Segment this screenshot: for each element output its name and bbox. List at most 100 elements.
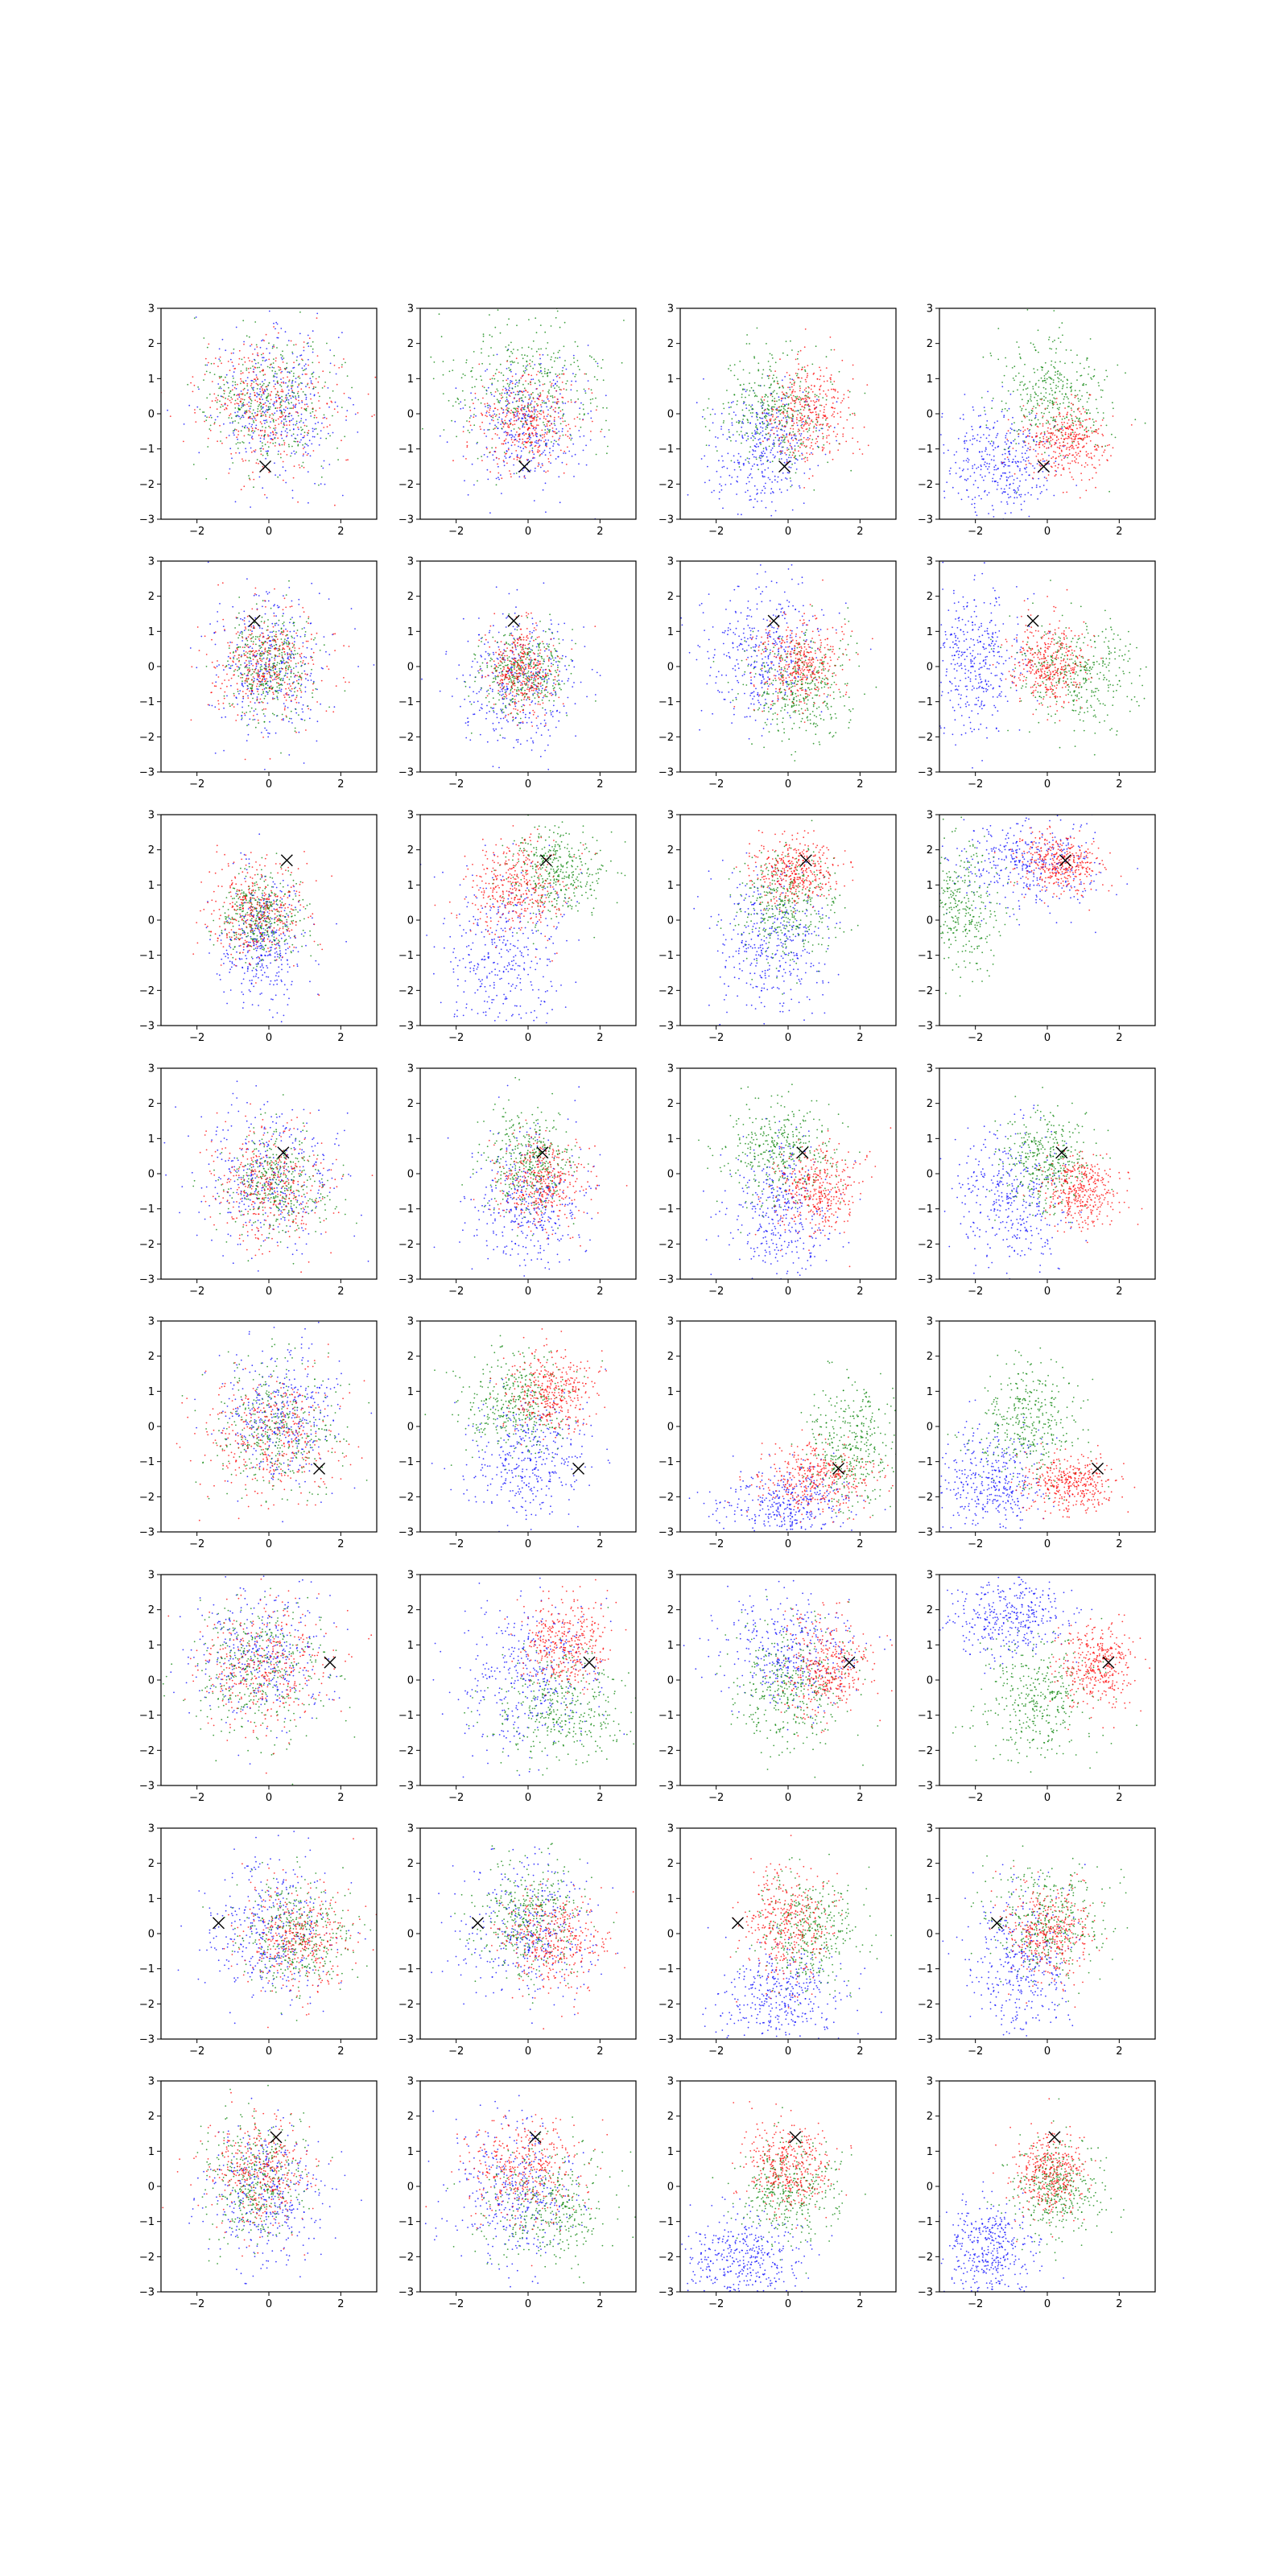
scatter-point: [1070, 349, 1072, 351]
scatter-point: [1053, 462, 1055, 464]
scatter-point: [608, 429, 610, 431]
scatter-point: [989, 463, 990, 465]
y-tick-label: −1: [658, 444, 674, 456]
scatter-point: [286, 344, 288, 346]
scatter-point: [559, 393, 561, 395]
scatter-point: [985, 424, 988, 426]
scatter-point: [785, 477, 786, 479]
scatter-point: [245, 451, 247, 453]
scatter-point: [506, 361, 508, 362]
scatter-point: [291, 385, 294, 387]
scatter-point: [295, 451, 297, 453]
scatter-point: [293, 373, 295, 374]
scatter-point: [1094, 448, 1096, 451]
scatter-point: [1064, 407, 1066, 409]
scatter-point: [488, 355, 489, 357]
scatter-point: [1075, 458, 1077, 460]
scatter-point: [773, 374, 774, 377]
scatter-point: [786, 419, 788, 421]
scatter-point: [319, 407, 321, 409]
scatter-point: [529, 363, 530, 365]
scatter-point: [786, 460, 788, 463]
scatter-point: [252, 431, 254, 434]
scatter-point: [262, 415, 264, 416]
scatter-point: [266, 359, 267, 361]
scatter-point: [292, 418, 294, 420]
scatter-point: [1079, 422, 1081, 424]
scatter-point: [514, 434, 517, 436]
scatter-point: [1043, 434, 1046, 436]
scatter-point: [793, 382, 795, 385]
scatter-point: [543, 411, 544, 412]
scatter-point: [726, 438, 729, 440]
scatter-point: [252, 365, 254, 367]
scatter-point: [496, 353, 498, 356]
scatter-point: [231, 389, 233, 391]
scatter-point: [764, 415, 766, 418]
scatter-point: [1050, 387, 1052, 390]
scatter-point: [761, 399, 763, 402]
scatter-point: [491, 336, 493, 337]
scatter-point: [552, 409, 555, 411]
scatter-point: [536, 414, 538, 416]
scatter-point: [316, 317, 318, 319]
scatter-point: [786, 423, 788, 424]
scatter-point: [991, 444, 993, 447]
scatter-point: [262, 374, 265, 376]
scatter-point: [506, 407, 508, 409]
scatter-point: [248, 423, 250, 425]
scatter-point: [1072, 423, 1075, 424]
scatter-point: [742, 422, 745, 424]
scatter-point: [287, 656, 289, 658]
scatter-point: [225, 436, 228, 439]
scatter-point: [623, 320, 625, 321]
scatter-point: [482, 341, 485, 343]
scatter-point: [491, 382, 493, 385]
scatter-point: [824, 453, 827, 456]
scatter-point: [778, 411, 780, 413]
scatter-point: [1071, 440, 1073, 443]
scatter-point: [247, 434, 250, 436]
scatter-point: [979, 426, 981, 428]
scatter-point: [448, 399, 450, 402]
scatter-point: [254, 367, 257, 369]
scatter-point: [720, 485, 723, 487]
scatter-point: [489, 409, 491, 411]
scatter-point: [303, 453, 304, 455]
scatter-point: [1071, 386, 1072, 387]
scatter-point: [1006, 456, 1009, 458]
scatter-point: [1067, 427, 1069, 430]
scatter-point: [530, 441, 532, 443]
scatter-point: [1001, 382, 1003, 383]
scatter-point: [815, 416, 818, 419]
scatter-point: [298, 679, 300, 681]
scatter-point: [588, 388, 590, 390]
scatter-point: [776, 382, 778, 385]
scatter-point: [795, 439, 798, 440]
scatter-point: [1025, 479, 1027, 481]
scatter-point: [221, 403, 223, 406]
scatter-point: [477, 398, 480, 401]
scatter-point: [791, 392, 793, 394]
scatter-point: [824, 419, 827, 421]
scatter-point: [841, 400, 844, 402]
scatter-point: [510, 361, 511, 363]
scatter-point: [284, 430, 287, 432]
scatter-point: [1010, 512, 1012, 514]
scatter-point: [254, 359, 256, 361]
scatter-point: [295, 398, 297, 400]
scatter-point: [1092, 424, 1095, 427]
scatter-point: [1001, 400, 1003, 402]
scatter-point: [473, 414, 475, 415]
scatter-point: [1037, 453, 1039, 455]
scatter-point: [183, 423, 185, 425]
scatter-point: [1047, 422, 1050, 423]
scatter-point: [1012, 416, 1013, 419]
scatter-point: [1086, 435, 1088, 437]
scatter-point: [777, 434, 779, 436]
scatter-point: [275, 424, 276, 427]
scatter-point: [551, 423, 553, 425]
scatter-point: [735, 440, 737, 442]
scatter-point: [1028, 419, 1030, 421]
scatter-point: [485, 389, 488, 391]
